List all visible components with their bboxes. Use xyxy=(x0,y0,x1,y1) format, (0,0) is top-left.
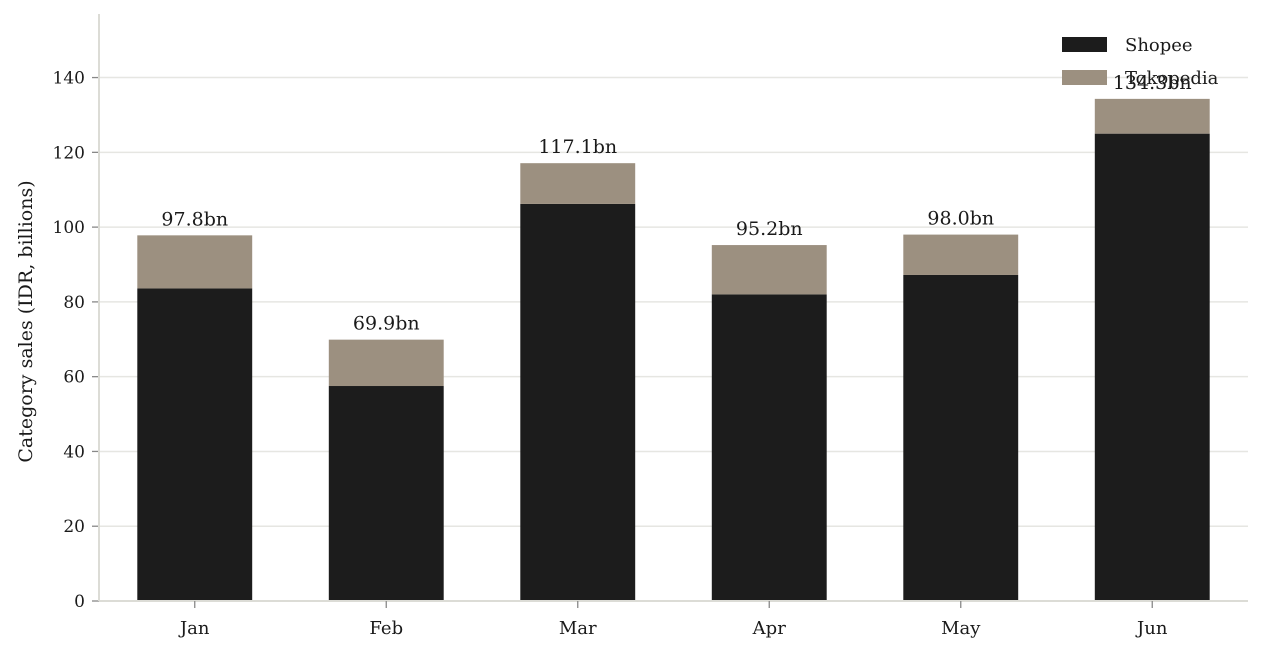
bar-tokopedia-may xyxy=(903,234,1019,275)
bar-shopee-feb xyxy=(328,386,444,601)
legend-swatch-shopee xyxy=(1062,37,1107,52)
x-tick-label-jun: Jun xyxy=(1135,618,1168,639)
x-tick-label-mar: Mar xyxy=(559,618,597,639)
bars xyxy=(137,98,1210,601)
bar-shopee-jan xyxy=(137,288,253,601)
legend: Shopee Tokopedia xyxy=(1062,35,1219,89)
y-tick-label: 120 xyxy=(53,143,85,163)
legend-swatch-tokopedia xyxy=(1062,70,1107,85)
total-label-jun: 134.3bn xyxy=(1113,72,1192,94)
x-tick-label-feb: Feb xyxy=(369,618,403,639)
bar-tokopedia-jun xyxy=(1094,98,1210,134)
x-tick-label-apr: Apr xyxy=(752,618,787,639)
y-tick-label: 20 xyxy=(63,517,85,537)
legend-label-shopee: Shopee xyxy=(1125,35,1193,56)
bar-tokopedia-apr xyxy=(711,245,827,295)
x-tick-label-jan: Jan xyxy=(178,618,210,639)
gridlines xyxy=(99,76,1248,527)
bar-shopee-apr xyxy=(711,294,827,601)
bar-tokopedia-jan xyxy=(137,235,253,289)
bar-tokopedia-feb xyxy=(328,339,444,387)
bar-shopee-mar xyxy=(520,203,636,601)
y-tick-label: 60 xyxy=(63,368,85,388)
axes: 0 20 40 60 80 100 120 140 Jan Feb Mar Apr May Jun xyxy=(53,14,1248,639)
x-tick-label-may: May xyxy=(941,618,981,639)
total-label-feb: 69.9bn xyxy=(353,313,420,335)
y-tick-label: 100 xyxy=(53,218,85,238)
total-label-mar: 117.1bn xyxy=(538,136,617,158)
y-tick-label: 40 xyxy=(63,442,85,462)
bar-tokopedia-mar xyxy=(520,163,636,204)
bar-shopee-jun xyxy=(1094,133,1210,601)
bar-shopee-may xyxy=(903,274,1019,601)
total-label-may: 98.0bn xyxy=(927,208,994,230)
total-label-apr: 95.2bn xyxy=(736,218,803,240)
y-tick-label: 140 xyxy=(53,69,85,89)
total-label-jan: 97.8bn xyxy=(161,208,228,230)
y-axis-title: Category sales (IDR, billions) xyxy=(15,180,37,462)
legend-label-tokopedia: Tokopedia xyxy=(1125,68,1219,89)
labels: 97.8bn 69.9bn 117.1bn 95.2bn 98.0bn 134.3bn xyxy=(161,72,1191,335)
y-tick-label: 80 xyxy=(63,293,85,313)
y-tick-label: 0 xyxy=(74,592,85,612)
